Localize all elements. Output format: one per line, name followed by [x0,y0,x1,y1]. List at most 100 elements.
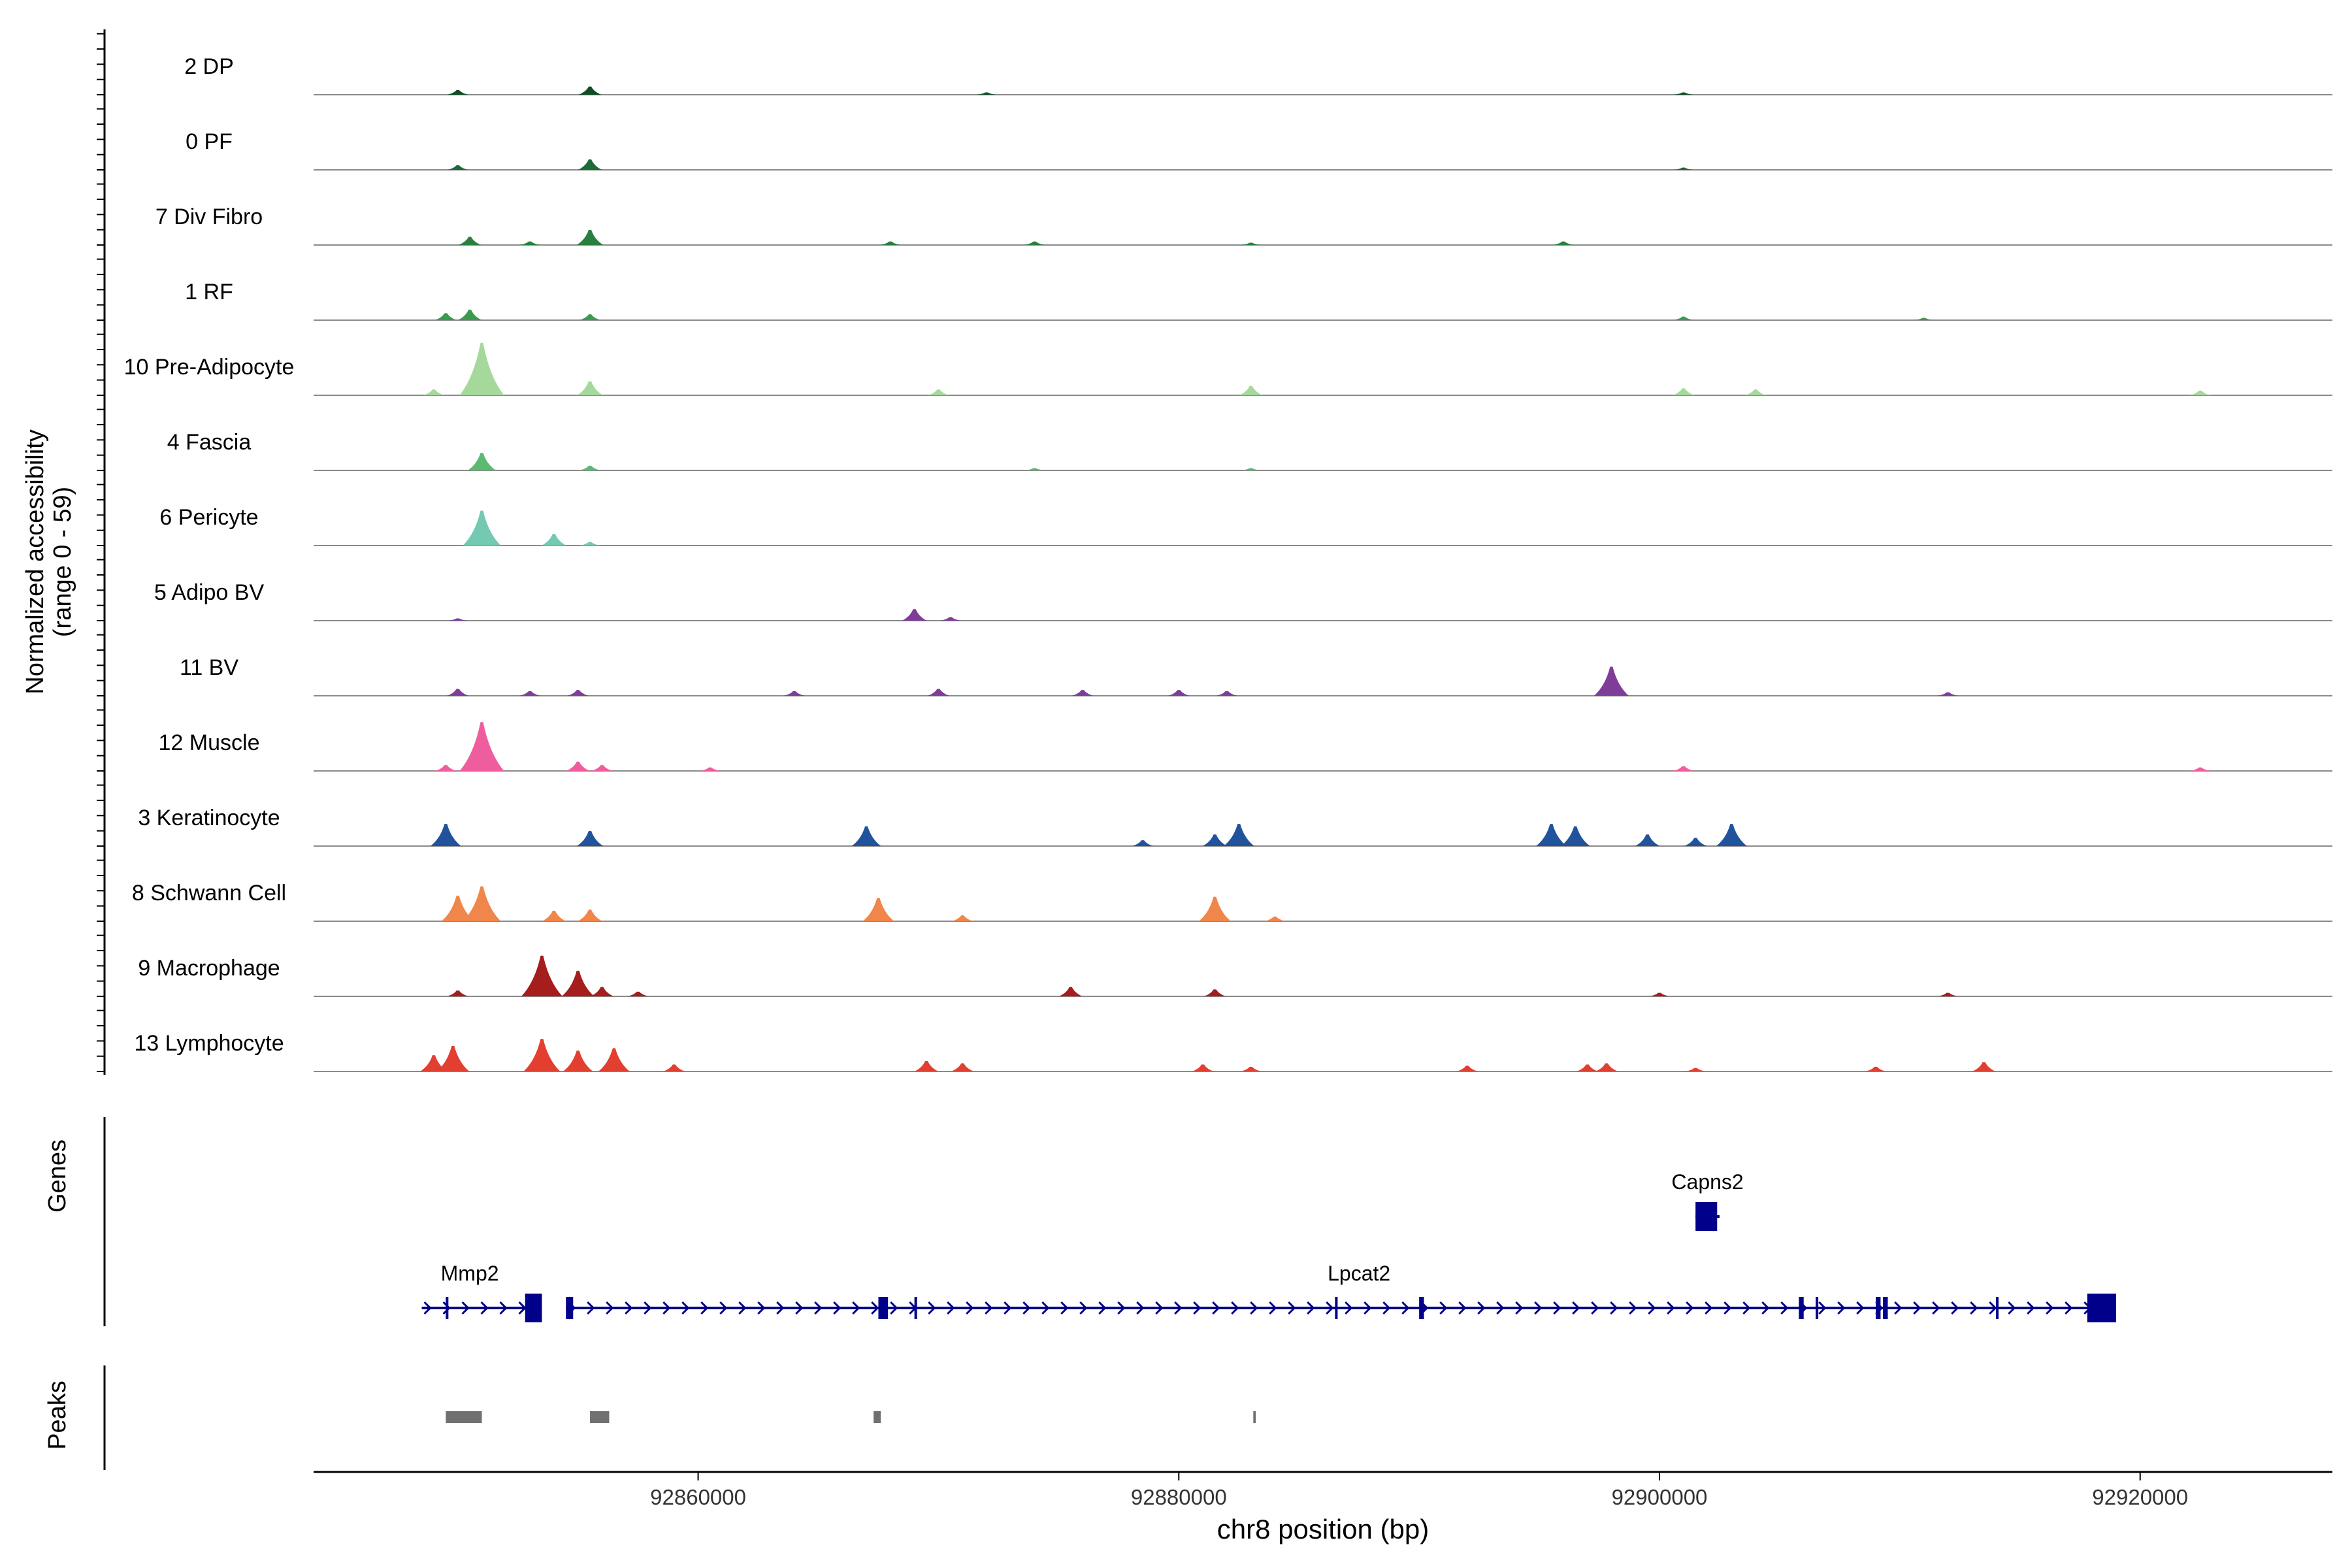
track-6: 6 Pericyte [159,505,2332,546]
strand-chevron [776,1301,785,1315]
coverage-peak [519,241,540,245]
exon-block [1799,1297,1804,1319]
track-8: 11 BV [180,655,2332,696]
coverage-peak [1937,692,1958,696]
strand-chevron [1894,1301,1903,1315]
strand-chevron [499,1301,508,1315]
coverage-peak [951,915,973,921]
coverage-peak [880,241,901,245]
peak-region [446,1411,482,1423]
coverage-peak [1937,992,1958,996]
gene-capns2: Capns2 [1671,1170,1744,1231]
coverage-peak [1240,1066,1262,1071]
strand-chevron [852,1301,860,1315]
strand-chevron [814,1301,823,1315]
coverage-peak [458,237,482,245]
exon-block [1996,1297,1999,1319]
strand-chevron [1269,1301,1277,1315]
strand-chevron [1686,1301,1694,1315]
exon-block [878,1297,889,1319]
gene-mmp2: Mmp2 [421,1262,542,1322]
coverage-peak [662,1064,685,1071]
strand-chevron [871,1301,879,1315]
coverage-peak [1685,1068,1706,1071]
strand-chevron [461,1301,470,1315]
gene-lpcat2: Lpcat2 [566,1262,2116,1322]
coverage-tracks: 2 DP 0 PF 7 Div Fibro 1 RF 10 Pre-Adipocyte 4… [124,54,2332,1072]
exon-block [525,1294,542,1322]
strand-chevron [1989,1301,1997,1315]
coverage-peak [1673,316,1694,320]
coverage-peak [1673,766,1694,771]
strand-chevron [518,1301,527,1315]
strand-chevron [738,1301,747,1315]
strand-chevron [757,1301,766,1315]
strand-chevron [700,1301,709,1315]
x-axis: chr8 position (bp) 92860000 92880000 92900… [314,1471,2332,1544]
coverage-peak [1058,987,1083,996]
strand-chevron [1856,1301,1865,1315]
exon-block [914,1297,917,1319]
strand-chevron [1951,1301,1959,1315]
strand-chevron [2065,1301,2073,1315]
strand-chevron [1155,1301,1164,1315]
coverage-peak [851,826,881,846]
coverage-peak [436,1045,470,1071]
strand-chevron [1231,1301,1239,1315]
track-label: 6 Pericyte [159,505,258,530]
exon-block [1419,1297,1424,1319]
strand-chevron [1477,1301,1486,1315]
strand-chevron [1591,1301,1599,1315]
coverage-peak [2189,390,2211,395]
coverage-peak [700,767,721,771]
coverage-peak [1198,896,1231,921]
strand-chevron [480,1301,489,1315]
coverage-peak [463,886,501,921]
strand-chevron [1515,1301,1524,1315]
strand-chevron [587,1301,595,1315]
strand-chevron [1041,1301,1050,1315]
strand-chevron [681,1301,690,1315]
coverage-peak [419,1055,448,1071]
strand-chevron [928,1301,936,1315]
coverage-peak [1264,916,1286,921]
strand-chevron [985,1301,993,1315]
coverage-peak [1972,1062,1996,1071]
coverage-peak [590,987,614,996]
x-tick-label: 92920000 [2092,1485,2188,1509]
track-5: 4 Fascia [167,430,2332,471]
track-label: 3 Keratinocyte [138,806,280,830]
coverage-peak [1024,468,1045,470]
coverage-peak [1635,834,1660,846]
coverage-peak [447,990,469,996]
coverage-peak [1071,690,1094,696]
coverage-peak [1535,824,1567,846]
coverage-peak [1914,318,1934,320]
track-label: 10 Pre-Adipocyte [124,355,295,380]
strand-chevron [1250,1301,1258,1315]
coverage-peak [1865,1066,1887,1071]
coverage-peak [567,690,589,696]
coverage-peak [591,765,613,771]
coverage-peak [578,909,603,921]
coverage-peak [578,86,602,95]
coverage-peak [434,765,457,771]
coverage-peak [523,1039,561,1071]
coverage-peak [468,453,496,470]
y-axis: Normalized accessibility (range 0 - 59) [22,29,106,1075]
strand-chevron [719,1301,728,1315]
strand-chevron [442,1301,451,1315]
track-9: 12 Muscle [159,722,2332,772]
coverage-peak [447,90,468,95]
coverage-peak [1595,1063,1618,1071]
coverage-peak [598,1048,630,1071]
strand-chevron [644,1301,652,1315]
coverage-peak [1673,167,1693,170]
strand-chevron [795,1301,804,1315]
peaks-track-label: Peaks [44,1380,71,1450]
strand-chevron [1193,1301,1201,1315]
genes-track-label: Genes [44,1139,71,1213]
strand-chevron [1761,1301,1770,1315]
coverage-peak [446,689,469,696]
exon-block [566,1297,574,1319]
